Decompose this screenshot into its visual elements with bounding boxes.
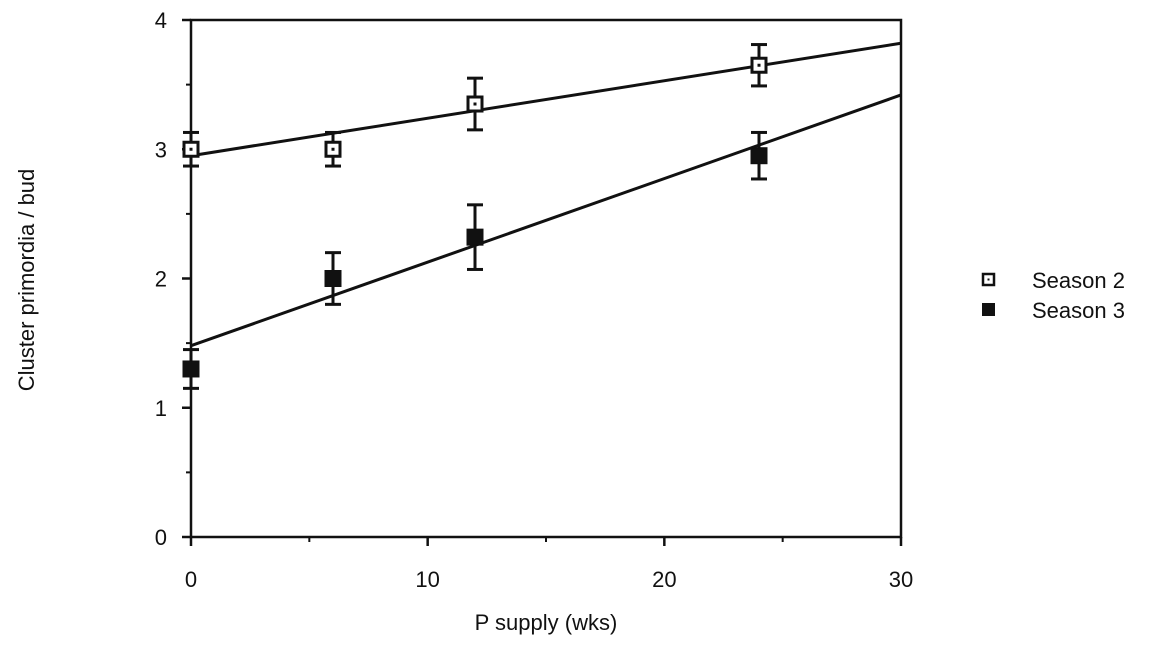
fit-line-3 <box>190 93 902 348</box>
data-point-center <box>473 102 477 106</box>
y-tick-label: 2 <box>155 267 167 292</box>
legend-label-season-2: Season 2 <box>1032 268 1125 293</box>
data-point-season-3 <box>324 270 342 287</box>
y-tick-label: 4 <box>155 8 167 33</box>
x-tick-label: 10 <box>415 567 439 592</box>
legend-swatch-center <box>987 278 990 281</box>
y-tick-label: 0 <box>155 525 167 550</box>
y-axis-title: Cluster primordia / bud <box>14 169 39 392</box>
plot-frame <box>189 18 903 539</box>
legend-swatch-season-3 <box>982 303 995 316</box>
data-marks <box>182 41 902 390</box>
data-point-season-3 <box>182 360 200 378</box>
data-point-season-3 <box>750 147 768 165</box>
data-point-center <box>189 147 193 151</box>
x-tick-label: 20 <box>652 567 676 592</box>
legend-label-season-3: Season 3 <box>1032 298 1125 323</box>
data-point-center <box>757 63 761 67</box>
y-tick-label: 1 <box>155 396 167 421</box>
legend: Season 2 Season 3 <box>981 268 1125 323</box>
y-tick-label: 3 <box>155 137 167 162</box>
data-point-season-3 <box>466 228 484 246</box>
fit-line-2 <box>190 41 902 158</box>
axes: 0 10 20 30 0 1 2 3 4 <box>155 8 913 592</box>
data-point-center <box>331 147 335 151</box>
x-tick-label: 30 <box>889 567 913 592</box>
x-axis-title: P supply (wks) <box>475 610 618 635</box>
x-tick-label: 0 <box>185 567 197 592</box>
